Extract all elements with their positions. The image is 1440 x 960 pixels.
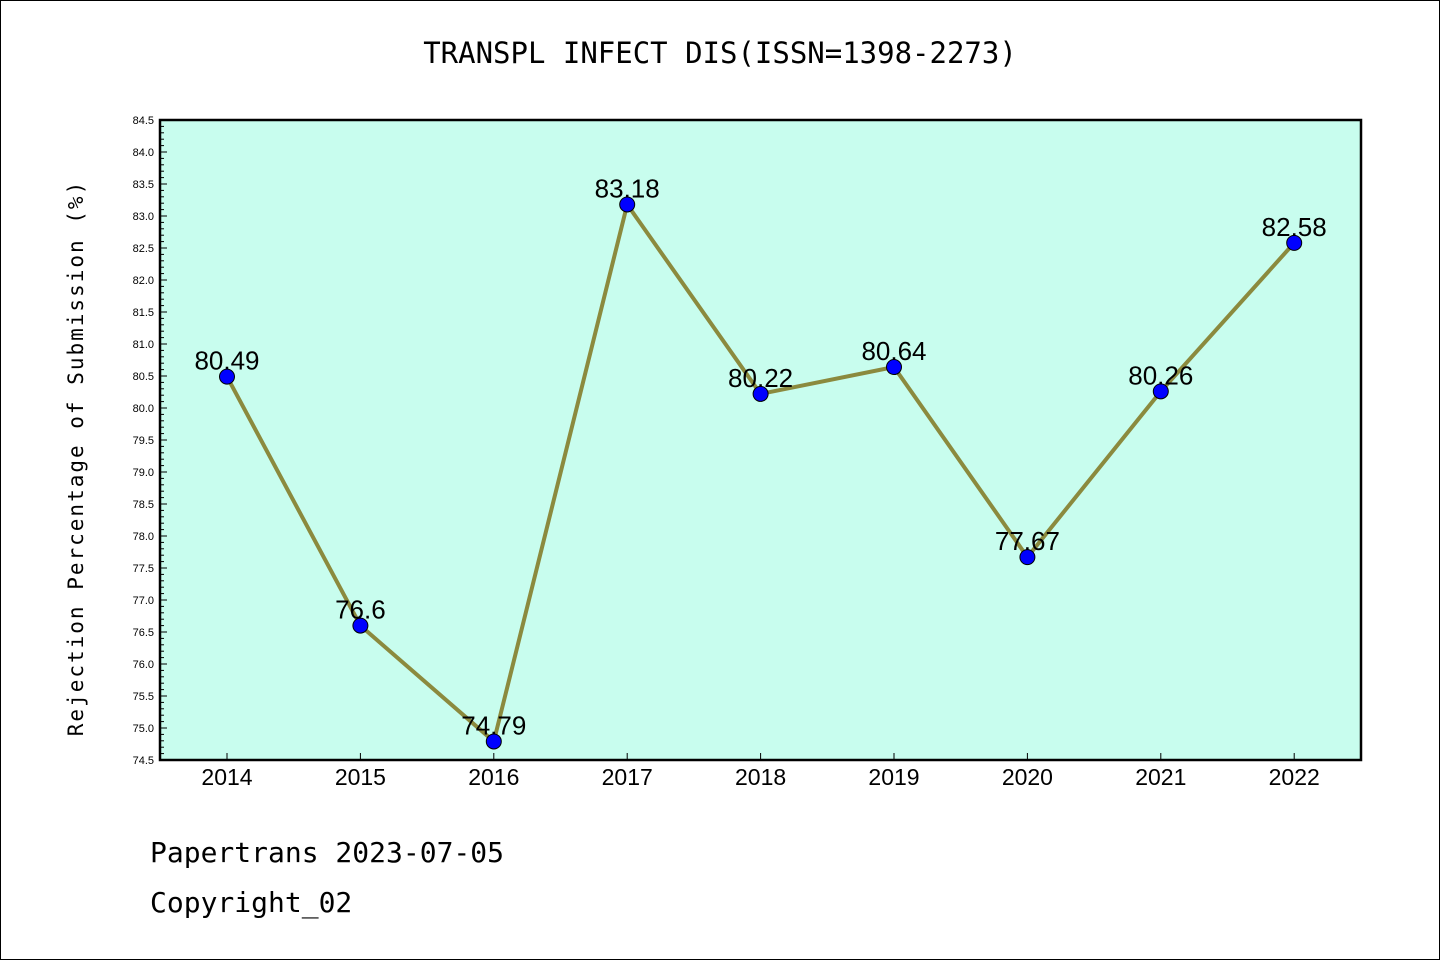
y-tick-label: 79.5	[133, 435, 154, 447]
x-tick-label: 2021	[1135, 764, 1186, 790]
y-tick-label: 76.5	[133, 627, 154, 639]
data-label: 82.58	[1262, 212, 1327, 242]
y-tick-label: 77.0	[133, 595, 154, 607]
y-tick-label: 83.0	[133, 211, 154, 223]
plot-area	[160, 120, 1361, 760]
data-label: 80.49	[194, 346, 259, 376]
x-tick-label: 2014	[201, 764, 252, 790]
x-tick-label: 2015	[335, 764, 386, 790]
data-label: 80.22	[728, 363, 793, 393]
data-point	[1019, 549, 1036, 566]
y-tick-label: 80.0	[133, 403, 154, 415]
data-point	[485, 733, 502, 750]
data-point	[886, 359, 902, 376]
y-tick-label: 83.5	[133, 179, 154, 191]
y-tick-label: 84.0	[133, 147, 154, 159]
y-tick-label: 80.5	[133, 371, 154, 383]
data-label: 83.18	[595, 173, 660, 203]
x-tick-label: 2016	[468, 764, 519, 790]
y-tick-label: 78.5	[133, 499, 154, 511]
data-label: 76.6	[335, 595, 386, 625]
data-point	[1152, 383, 1169, 400]
y-tick-label: 78.0	[133, 531, 154, 543]
data-label: 80.64	[861, 336, 926, 366]
footer-copyright: Copyright_02	[150, 886, 353, 919]
x-tick-label: 2017	[602, 764, 653, 790]
data-label: 80.26	[1128, 360, 1193, 390]
y-tick-label: 81.0	[133, 339, 154, 351]
y-tick-label: 77.5	[133, 563, 154, 575]
y-tick-label: 82.5	[133, 243, 154, 255]
data-label: 77.67	[995, 526, 1060, 556]
data-point	[752, 385, 769, 402]
data-label: 74.79	[461, 710, 526, 740]
y-tick-label: 84.5	[133, 115, 154, 127]
data-point	[352, 617, 369, 634]
data-point	[219, 368, 235, 385]
footer-date: Papertrans 2023-07-05	[150, 836, 505, 869]
y-tick-label: 79.0	[133, 467, 154, 479]
x-tick-label: 2022	[1269, 764, 1320, 790]
data-point	[619, 196, 636, 213]
x-tick-label: 2018	[735, 764, 786, 790]
data-point	[1286, 234, 1303, 251]
y-tick-label: 81.5	[133, 307, 154, 319]
y-tick-label: 75.0	[133, 723, 154, 735]
x-tick-label: 2020	[1002, 764, 1053, 790]
y-tick-label: 76.0	[133, 659, 154, 671]
chart-title: TRANSPL INFECT DIS(ISSN=1398-2273)	[423, 36, 1017, 70]
x-tick-label: 2019	[868, 764, 919, 790]
y-tick-label: 82.0	[133, 275, 154, 287]
plot-border	[158, 118, 1363, 762]
y-tick-label: 75.5	[133, 691, 154, 703]
y-tick-label: 74.5	[133, 755, 154, 767]
